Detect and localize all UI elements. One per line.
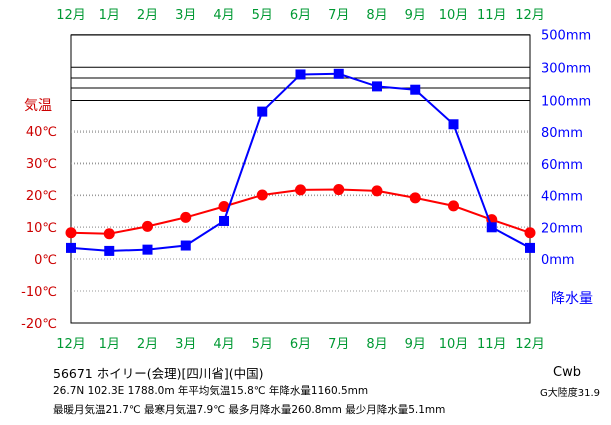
precipitation-point [295, 69, 306, 80]
station-stats-line1: 26.7N 102.3E 1788.0m 年平均気温15.8℃ 年降水量1160… [53, 385, 369, 397]
month-label-top: 12月 [56, 8, 86, 23]
precipitation-point [410, 84, 421, 95]
right-axis-tick-label: 40mm [541, 190, 583, 205]
temperature-point [371, 185, 383, 197]
precipitation-point [104, 245, 115, 256]
left-axis-tick-label: 30℃ [26, 157, 57, 172]
temperature-point [295, 184, 306, 196]
temperature-point [256, 189, 268, 201]
temperature-point [142, 220, 153, 232]
temperature-point [218, 201, 230, 213]
month-label-bottom: 11月 [477, 337, 507, 352]
left-axis-tick-label: 40℃ [26, 125, 57, 140]
month-label-top: 4月 [213, 8, 234, 23]
month-label-bottom: 8月 [366, 337, 387, 352]
month-label-bottom: 4月 [213, 337, 234, 352]
month-label-top: 6月 [290, 8, 311, 23]
left-axis-tick-label: 20℃ [26, 189, 57, 204]
left-axis-tick-label: -20℃ [21, 317, 57, 332]
month-label-top: 11月 [477, 8, 507, 23]
month-label-top: 3月 [175, 8, 196, 23]
temperature-point [333, 184, 345, 196]
left-axis-tick-label: 10℃ [26, 221, 57, 236]
month-label-bottom: 3月 [175, 337, 196, 352]
precipitation-point [525, 242, 535, 253]
month-label-bottom: 5月 [252, 337, 273, 352]
month-label-bottom: 12月 [515, 337, 545, 352]
station-name: 56671 ホイリー(会理)[四川省](中国) [53, 366, 264, 381]
temperature-point [448, 200, 459, 212]
temperature-point [180, 211, 192, 223]
station-stats-line2: 最暖月気温21.7℃ 最寒月気温7.9℃ 最多月降水量260.8mm 最少月降水… [53, 404, 446, 416]
right-axis-title: 降水量 [551, 291, 593, 307]
right-axis-tick-label: 80mm [541, 126, 583, 141]
temperature-point [103, 228, 115, 240]
grid [70, 34, 531, 324]
right-axis-tick-label: 500mm [541, 29, 591, 44]
month-label-top: 10月 [439, 8, 469, 23]
month-label-bottom: 7月 [328, 337, 349, 352]
right-axis-tick-label: 100mm [541, 95, 591, 110]
left-axis-title: 気温 [24, 98, 52, 114]
right-axis-tick-label: 60mm [541, 158, 583, 173]
month-label-bottom: 2月 [137, 337, 158, 352]
right-axis-tick-label: 0mm [541, 253, 575, 268]
month-label-bottom: 1月 [99, 337, 120, 352]
month-label-top: 12月 [515, 8, 545, 23]
climate-code: Cwb [553, 365, 581, 380]
right-axis-tick-label: 300mm [541, 61, 591, 76]
precipitation-point [372, 81, 382, 92]
axis-ticks: 12月 12月 1月 1月 2月 2月 3月 3月 4月 4月 5月 5月 6月 6月 7月 7月 8月 8月 9月… [21, 8, 593, 352]
left-axis-tick-label: 0℃ [34, 253, 57, 268]
month-label-top: 8月 [366, 8, 387, 23]
series [65, 68, 536, 256]
precipitation-point [180, 240, 191, 251]
month-label-top: 7月 [328, 8, 349, 23]
month-label-bottom: 10月 [439, 337, 469, 352]
month-label-bottom: 6月 [290, 337, 311, 352]
right-axis-tick-label: 20mm [541, 221, 583, 236]
left-axis-tick-label: -10℃ [21, 285, 57, 300]
precipitation-point [66, 242, 76, 253]
precipitation-point [448, 119, 459, 130]
month-label-top: 1月 [99, 8, 120, 23]
temperature-point [65, 227, 77, 239]
month-label-bottom: 9月 [405, 337, 426, 352]
month-label-bottom: 12月 [56, 337, 86, 352]
month-label-top: 9月 [405, 8, 426, 23]
precipitation-point [257, 106, 268, 117]
precipitation-point [333, 68, 344, 79]
month-label-top: 2月 [137, 8, 158, 23]
precipitation-point [142, 244, 153, 255]
month-label-top: 5月 [252, 8, 273, 23]
precipitation-point [486, 222, 497, 233]
temperature-point [524, 227, 536, 239]
precipitation-point [219, 215, 229, 226]
continentality-index: G大陸度31.9 [540, 388, 601, 399]
temperature-point [409, 192, 421, 204]
